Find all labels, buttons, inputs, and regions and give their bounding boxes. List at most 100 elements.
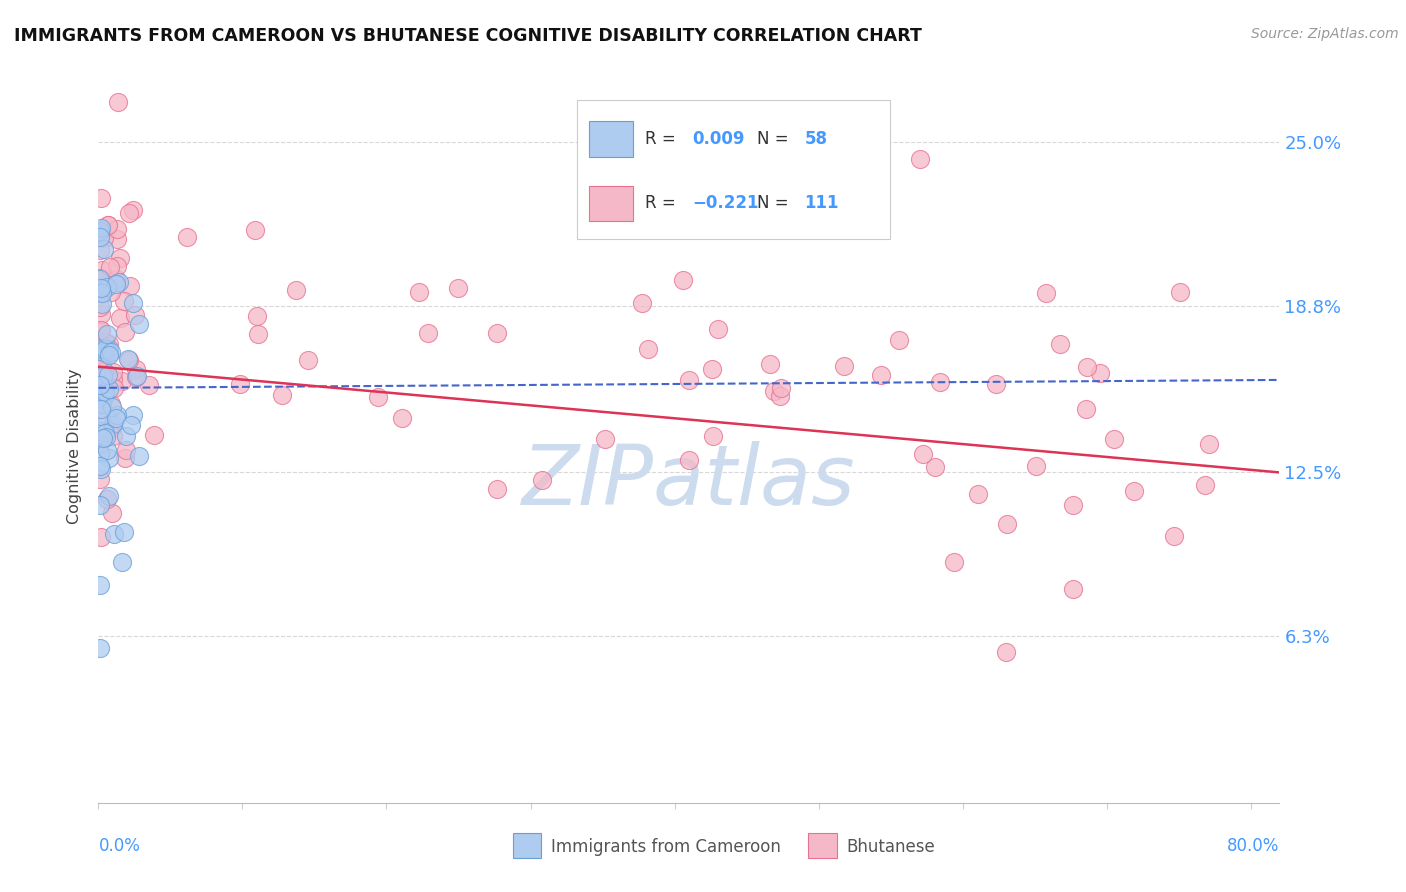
Point — [89, 377, 111, 392]
Point — [90, 409, 112, 424]
Point — [110, 251, 132, 265]
Point — [91, 431, 114, 445]
Point — [90, 462, 112, 476]
Text: IMMIGRANTS FROM CAMEROON VS BHUTANESE COGNITIVE DISABILITY CORRELATION CHART: IMMIGRANTS FROM CAMEROON VS BHUTANESE CO… — [14, 27, 922, 45]
Text: Source: ZipAtlas.com: Source: ZipAtlas.com — [1251, 27, 1399, 41]
Point — [101, 372, 124, 386]
Point — [995, 516, 1018, 531]
Point — [593, 432, 616, 446]
Point — [297, 353, 319, 368]
Point — [100, 401, 122, 415]
Point — [90, 221, 112, 235]
Point — [1088, 366, 1111, 380]
Point — [97, 349, 120, 363]
Point — [103, 526, 125, 541]
Point — [89, 343, 111, 358]
Point — [869, 368, 891, 382]
Text: 80.0%: 80.0% — [1227, 837, 1279, 855]
Point — [93, 242, 115, 256]
Point — [994, 645, 1017, 659]
Text: Bhutanese: Bhutanese — [846, 838, 935, 855]
Point — [107, 95, 129, 110]
Point — [485, 483, 508, 497]
Point — [89, 337, 111, 351]
Point — [94, 385, 117, 400]
Point — [89, 272, 111, 286]
Point — [90, 307, 112, 321]
Point — [100, 285, 122, 299]
Point — [832, 359, 855, 374]
Point — [90, 191, 112, 205]
Point — [367, 391, 389, 405]
Point — [89, 271, 111, 285]
Point — [89, 446, 111, 460]
Bar — [513, 833, 541, 858]
Point — [118, 353, 141, 368]
Point — [96, 442, 118, 457]
Point — [103, 381, 125, 395]
Point — [176, 230, 198, 244]
Text: R =: R = — [645, 130, 682, 148]
Text: −0.221: −0.221 — [693, 194, 759, 212]
Point — [97, 336, 120, 351]
Point — [111, 375, 134, 389]
Point — [246, 309, 269, 323]
Point — [89, 229, 111, 244]
Point — [911, 447, 934, 461]
Point — [96, 326, 118, 341]
Point — [758, 357, 780, 371]
Point — [143, 427, 166, 442]
Point — [683, 183, 706, 197]
Bar — [576, 100, 890, 239]
Point — [96, 280, 118, 294]
Point — [768, 389, 790, 403]
Point — [90, 401, 112, 416]
Y-axis label: Cognitive Disability: Cognitive Disability — [67, 368, 83, 524]
Point — [678, 373, 700, 387]
Point — [96, 411, 118, 425]
Point — [127, 369, 149, 384]
Point — [707, 322, 730, 336]
Point — [101, 506, 124, 520]
Point — [91, 345, 114, 359]
Point — [89, 322, 111, 336]
Text: 0.0%: 0.0% — [98, 837, 141, 855]
Point — [1198, 437, 1220, 451]
Point — [89, 425, 111, 439]
Point — [631, 296, 654, 310]
Point — [887, 333, 910, 347]
Point — [104, 272, 127, 286]
Point — [1102, 432, 1125, 446]
Point — [967, 487, 990, 501]
Point — [94, 426, 117, 441]
Point — [91, 397, 114, 411]
Point — [418, 326, 440, 340]
Point — [125, 370, 148, 384]
Point — [114, 325, 136, 339]
Point — [91, 369, 114, 384]
Point — [90, 530, 112, 544]
Point — [1062, 498, 1084, 512]
Point — [637, 343, 659, 357]
Point — [530, 473, 553, 487]
Text: N =: N = — [758, 194, 794, 212]
Point — [96, 368, 118, 383]
Point — [120, 417, 142, 432]
Point — [271, 388, 294, 402]
Point — [93, 334, 115, 349]
Point — [97, 218, 120, 232]
Point — [105, 232, 128, 246]
Point — [125, 362, 148, 376]
Point — [89, 499, 111, 513]
Point — [110, 311, 132, 326]
Point — [284, 283, 307, 297]
Point — [1025, 458, 1047, 473]
Point — [1076, 359, 1098, 374]
Point — [89, 472, 111, 486]
Point — [115, 442, 138, 457]
Point — [89, 578, 111, 592]
Point — [702, 429, 724, 443]
Point — [90, 342, 112, 356]
Point — [105, 259, 128, 273]
Bar — [589, 121, 634, 157]
